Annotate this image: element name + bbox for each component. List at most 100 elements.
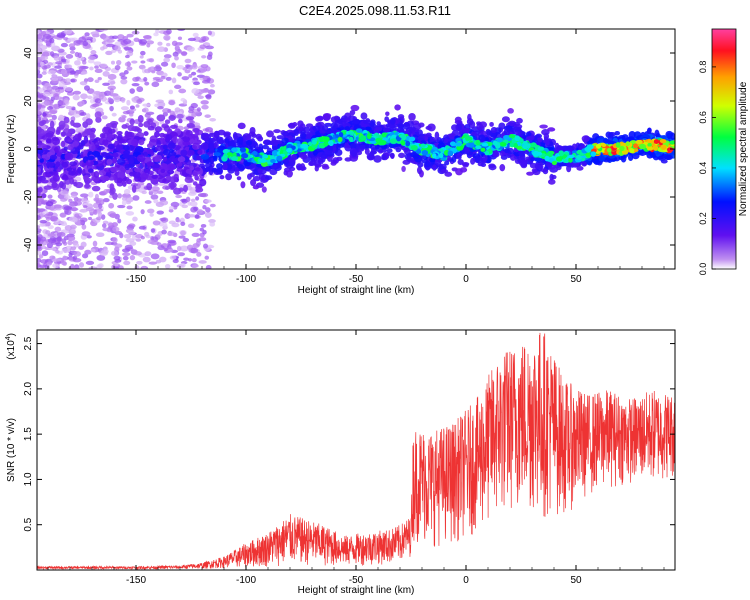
spectrogram-cell — [121, 124, 128, 129]
spectrogram-cell — [492, 151, 500, 158]
spectrogram-cell — [337, 136, 343, 143]
spectrogram-cell — [192, 32, 199, 37]
spectrogram-cell — [177, 156, 186, 163]
spectrogram-cell — [369, 151, 375, 160]
spectrogram-cell — [155, 99, 165, 104]
spectrogram-cell — [168, 89, 174, 95]
spectrogram-cell — [132, 216, 138, 222]
spectrogram-cell — [120, 106, 129, 111]
spectrogram-cell — [47, 70, 57, 75]
spectrogram-cell — [334, 134, 340, 140]
spectrogram-cell — [37, 39, 43, 45]
spectrogram-cell — [84, 249, 92, 255]
spectrogram-cell — [39, 55, 49, 61]
spectrogram-cell — [194, 214, 200, 219]
spectrogram-cell — [162, 144, 168, 150]
spectrogram-cell — [159, 256, 167, 263]
spectrogram-cell — [57, 116, 66, 122]
x-tick-label: -150 — [126, 575, 146, 586]
spectrogram-cell — [201, 104, 209, 110]
spectrogram-cell — [130, 183, 139, 187]
spectrogram-cell — [114, 243, 123, 248]
spectrogram-cell — [96, 216, 102, 221]
spectrogram-cell — [86, 113, 91, 119]
spectrogram-cell — [269, 168, 278, 176]
spectrogram-cell — [177, 36, 183, 41]
spectrogram-cell — [101, 115, 108, 120]
spectrogram-cell — [142, 107, 149, 113]
x-tick-label: 0 — [463, 575, 469, 586]
spectrogram-cell — [142, 103, 151, 107]
spectrogram-cell — [615, 142, 621, 148]
spectrogram-cell — [208, 142, 216, 151]
spectrogram-cell — [468, 142, 475, 148]
spectrogram-cell — [112, 95, 121, 100]
spectrogram-cell — [528, 135, 535, 140]
spectrogram-cell — [191, 264, 199, 268]
spectrogram-cell — [117, 218, 122, 224]
spectrogram-cell — [186, 122, 195, 128]
spectrogram-cell — [205, 45, 215, 50]
spectrogram-cell — [81, 253, 89, 259]
spectrogram-cell — [74, 181, 84, 189]
spectrogram-cell — [333, 115, 340, 120]
spectrogram-cell — [39, 158, 44, 163]
spectrogram-cell — [389, 138, 398, 144]
spectrogram-cell — [169, 255, 177, 260]
spectrogram-cell — [37, 66, 41, 71]
spectrogram-cell — [461, 161, 470, 167]
spectrogram-cell — [167, 248, 173, 253]
spectrogram-cell — [89, 66, 94, 71]
spectrogram-cell — [119, 72, 126, 77]
spectrogram-cell — [94, 79, 100, 84]
spectrogram-cell — [61, 162, 69, 168]
spectrogram-cell — [90, 50, 97, 55]
spectrogram-cell — [91, 185, 101, 192]
spectrogram-cell — [137, 115, 144, 123]
spectrogram-cell — [53, 104, 58, 109]
spectrogram-cell — [102, 223, 107, 229]
spectrogram-cell — [162, 148, 171, 156]
spectrogram-cell — [41, 193, 47, 199]
spectrogram-cell — [128, 223, 136, 228]
spectrogram-cell — [146, 149, 154, 155]
spectrogram-cell — [126, 205, 133, 210]
spectrogram-cell — [67, 235, 76, 242]
spectrogram-cell — [321, 165, 330, 170]
spectrogram-cell — [49, 255, 56, 260]
spectrogram-cell — [568, 157, 573, 163]
spectrogram-cell — [465, 135, 471, 142]
spectrogram-cell — [73, 39, 82, 46]
spectrogram-cell — [133, 171, 141, 179]
spectrogram-cell — [116, 158, 126, 166]
spectrogram-cell — [55, 161, 61, 168]
spectrogram-cell — [418, 122, 425, 128]
spectrogram-cell — [129, 88, 135, 94]
spectrogram-cell — [398, 152, 406, 159]
spectrogram-cell — [82, 60, 87, 65]
spectrogram-cell — [109, 80, 116, 85]
spectrogram-cell — [122, 38, 132, 45]
spectrogram-cell — [169, 148, 174, 153]
spectrogram-cell — [420, 143, 426, 148]
spectrogram-cell — [150, 253, 160, 260]
spectrogram-cell — [93, 171, 100, 178]
spectrogram-cell — [151, 81, 160, 88]
spectrogram-cell — [581, 161, 588, 167]
spectrogram-cell — [45, 173, 52, 178]
spectrogram-cell — [159, 217, 167, 222]
spectrogram-cell — [123, 260, 131, 266]
spectrogram-cell — [179, 245, 189, 252]
spectrogram-cell — [366, 133, 372, 140]
spectrogram-cell — [204, 166, 211, 172]
spectrogram-cell — [381, 153, 386, 161]
spectrogram-cell — [162, 156, 168, 162]
spectrogram-cell — [197, 209, 204, 214]
spectrogram-cell — [41, 51, 50, 58]
snr-series-area — [37, 332, 675, 570]
spectrogram-cell — [56, 235, 62, 242]
spectrogram-cell — [79, 217, 88, 223]
spectrogram-cell — [619, 145, 625, 151]
spectrogram-cell — [183, 156, 190, 163]
spectrogram-cell — [451, 154, 457, 163]
